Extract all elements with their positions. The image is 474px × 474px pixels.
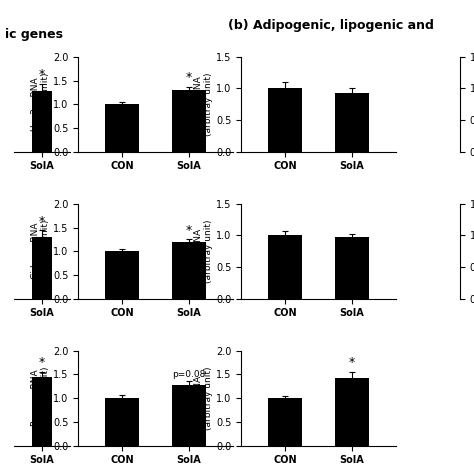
Bar <box>335 378 369 446</box>
Bar <box>32 377 52 446</box>
Bar <box>335 93 369 152</box>
Bar <box>105 398 139 446</box>
Bar <box>32 91 52 152</box>
Text: (b) Adipogenic, lipogenic and: (b) Adipogenic, lipogenic and <box>228 19 433 32</box>
Text: *: * <box>186 224 192 237</box>
Y-axis label: Lpl mRNA
(arbitray unit): Lpl mRNA (arbitray unit) <box>194 366 213 430</box>
Y-axis label: Ucp2 mRNA
(arbitray unit): Ucp2 mRNA (arbitray unit) <box>31 73 50 136</box>
Text: *: * <box>349 356 355 369</box>
Bar <box>32 237 52 299</box>
Text: *: * <box>39 215 45 228</box>
Text: *: * <box>186 71 192 84</box>
Bar <box>173 242 206 299</box>
Text: ic genes: ic genes <box>5 28 63 41</box>
Y-axis label: Cidea mRNA
(arbitray unit): Cidea mRNA (arbitray unit) <box>31 219 50 283</box>
Y-axis label: Pparg mRNA
(arbitray unit): Pparg mRNA (arbitray unit) <box>194 73 213 136</box>
Bar <box>173 90 206 152</box>
Text: p=0.08: p=0.08 <box>173 370 206 379</box>
Bar <box>268 89 301 152</box>
Text: *: * <box>39 356 45 369</box>
Bar <box>268 398 301 446</box>
Bar <box>173 385 206 446</box>
Bar <box>335 237 369 299</box>
Text: *: * <box>39 68 45 81</box>
Bar <box>105 251 139 299</box>
Bar <box>268 236 301 299</box>
Bar <box>105 104 139 152</box>
Y-axis label: Fas mRNA
(arbitray unit): Fas mRNA (arbitray unit) <box>194 219 213 283</box>
Y-axis label: Ppara mRNA
(arbitray unit): Ppara mRNA (arbitray unit) <box>31 366 50 430</box>
